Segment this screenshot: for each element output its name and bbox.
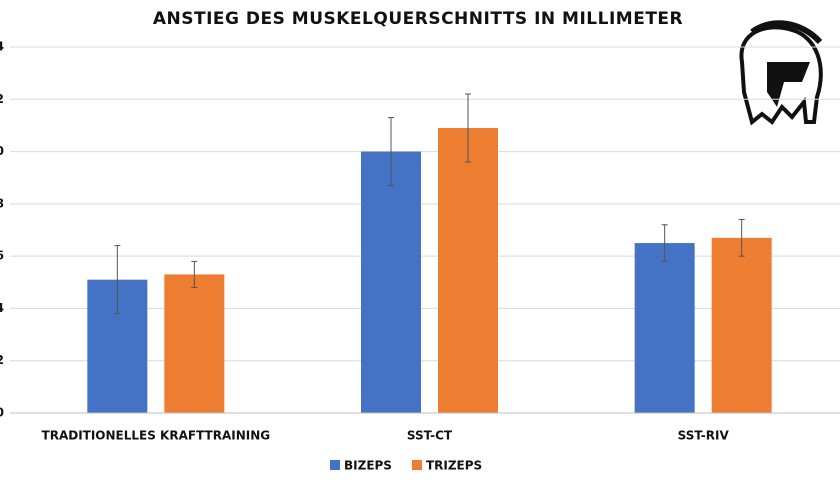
legend-label: TRIZEPS — [426, 459, 482, 473]
error-bar — [738, 219, 745, 257]
y-tick-label: 10 — [0, 144, 4, 158]
y-tick-label: 0 — [0, 406, 4, 420]
bar — [711, 237, 772, 413]
y-tick-label: 8 — [0, 196, 4, 210]
helmet-icon — [739, 20, 823, 126]
error-bar — [191, 260, 198, 289]
x-tick-label: SST-CT — [407, 429, 453, 443]
chart-title: ANSTIEG DES MUSKELQUERSCHNITTS IN MILLIM… — [153, 9, 683, 29]
y-tick-label: 6 — [0, 249, 4, 263]
y-tick-label: 2 — [0, 353, 4, 367]
bar — [634, 243, 695, 413]
bar — [361, 151, 421, 414]
error-bar — [465, 93, 471, 163]
bar — [164, 274, 225, 413]
legend-swatch — [411, 460, 422, 470]
error-bar — [661, 224, 668, 262]
legend-swatch — [330, 460, 340, 470]
x-tick-label: SST-RIV — [678, 429, 730, 443]
y-tick-label: 14 — [0, 40, 4, 54]
x-tick-label: TRADITIONELLES KRAFTTRAINING — [42, 429, 271, 443]
y-tick-label: 4 — [0, 301, 4, 315]
error-bar — [388, 117, 394, 187]
bar — [438, 128, 498, 414]
error-bar — [114, 245, 121, 315]
legend-label: BIZEPS — [344, 459, 392, 473]
y-tick-label: 12 — [0, 92, 4, 106]
